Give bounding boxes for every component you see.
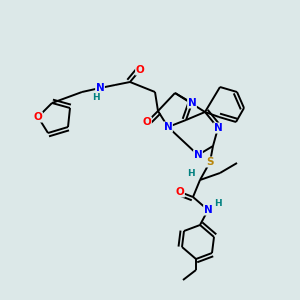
Text: O: O	[34, 112, 42, 122]
Text: O: O	[136, 65, 144, 75]
Text: N: N	[164, 122, 172, 132]
Text: H: H	[214, 200, 222, 208]
Text: S: S	[206, 157, 214, 167]
Text: O: O	[176, 187, 184, 197]
Text: H: H	[187, 169, 195, 178]
Text: N: N	[194, 150, 202, 160]
Text: N: N	[96, 83, 104, 93]
Text: N: N	[204, 205, 212, 215]
Text: H: H	[92, 92, 100, 101]
Text: O: O	[142, 117, 152, 127]
Text: N: N	[188, 98, 196, 108]
Text: N: N	[214, 123, 222, 133]
